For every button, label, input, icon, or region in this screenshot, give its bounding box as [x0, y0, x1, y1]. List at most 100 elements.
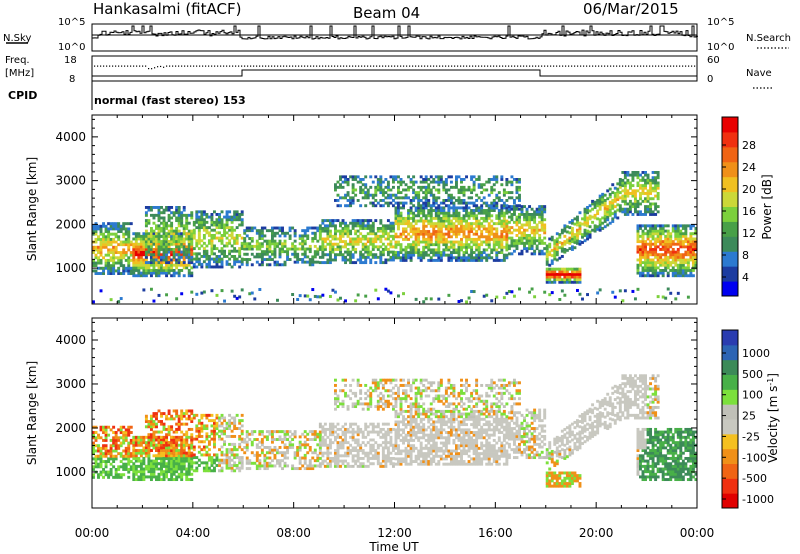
power-cell — [112, 253, 116, 257]
power-cell — [452, 196, 456, 200]
power-cell — [202, 260, 206, 264]
power-cell — [583, 207, 587, 211]
power-cell — [102, 237, 105, 241]
velocity-cell — [175, 451, 179, 455]
power-cell — [611, 191, 615, 195]
power-cell — [558, 233, 562, 237]
power-cell — [439, 240, 443, 244]
power-cell — [656, 255, 660, 259]
power-cell — [170, 229, 174, 233]
power-cell — [475, 222, 479, 226]
power-cell — [442, 180, 446, 184]
power-cell — [117, 261, 121, 265]
power-cell — [543, 226, 547, 230]
power-cell — [502, 258, 506, 262]
velocity-cell — [172, 441, 176, 445]
power-cell — [409, 235, 413, 239]
power-cell — [384, 229, 388, 233]
nave-dots — [94, 65, 696, 70]
power-cell — [205, 228, 209, 232]
power-cell — [422, 251, 426, 254]
velocity-cell — [109, 473, 113, 477]
power-cell — [460, 178, 463, 181]
power-cell — [243, 244, 247, 248]
power-cell — [255, 252, 259, 256]
power-cell — [586, 216, 589, 220]
velocity-cell — [119, 465, 123, 469]
power-cell — [258, 242, 262, 246]
velocity-cell — [127, 460, 131, 463]
power-cell — [167, 232, 171, 236]
power-cell — [351, 191, 355, 195]
power-cell — [515, 228, 519, 232]
power-cell — [334, 290, 337, 294]
power-cell — [371, 204, 375, 208]
power-cell — [646, 271, 650, 275]
power-cell — [129, 272, 133, 275]
power-cell — [452, 216, 456, 220]
power-cell — [225, 213, 229, 216]
nave-dot — [259, 65, 261, 67]
power-cell — [248, 292, 252, 296]
power-cell — [228, 234, 232, 237]
velocity-cell — [147, 459, 151, 463]
power-cell — [117, 243, 121, 247]
velocity-cell — [167, 417, 171, 421]
power-cell — [366, 221, 370, 225]
power-cell — [576, 228, 579, 232]
power-cell — [631, 184, 635, 188]
power-cell — [507, 196, 511, 200]
velocity-cell — [170, 475, 174, 479]
power-cell — [258, 287, 262, 291]
nave-dot — [481, 65, 483, 67]
power-cell — [676, 248, 680, 251]
power-cell — [472, 180, 476, 184]
power-cell — [452, 201, 456, 205]
power-cell — [505, 209, 509, 212]
power-cell — [137, 248, 141, 251]
power-cell — [538, 220, 542, 224]
power-cell — [570, 234, 574, 238]
power-cell — [442, 251, 446, 254]
nave-dot — [523, 65, 525, 67]
power-cell — [374, 175, 378, 179]
power-cell — [437, 209, 441, 212]
power-cell — [341, 240, 345, 244]
nave-dot — [508, 65, 510, 67]
power-cell — [409, 230, 413, 233]
velocity-cell — [139, 478, 143, 482]
power-cell — [215, 265, 219, 269]
power-cell — [576, 215, 579, 219]
velocity-cell — [180, 459, 184, 463]
power-cell — [137, 258, 141, 262]
power-cell — [144, 255, 148, 259]
power-cell — [502, 224, 506, 228]
power-cell — [366, 219, 370, 223]
power-cell — [465, 214, 468, 218]
power-cell — [477, 245, 481, 249]
power-cell — [200, 223, 204, 227]
power-cell — [218, 257, 221, 261]
power-cell — [429, 240, 433, 244]
velocity-cell — [165, 462, 169, 466]
power-cell — [160, 245, 163, 249]
power-cell — [475, 248, 479, 252]
power-cell — [334, 229, 337, 233]
power-cell — [175, 258, 179, 262]
power-cell — [661, 269, 665, 272]
power-cell — [437, 180, 441, 184]
nave-dot — [403, 65, 405, 67]
velocity-cell — [160, 449, 163, 452]
power-cell — [351, 219, 355, 223]
power-cell — [606, 213, 610, 216]
power-cell — [581, 297, 584, 301]
power-cell — [364, 227, 368, 230]
power-cell — [475, 178, 479, 181]
power-cell — [127, 237, 131, 241]
power-cell — [462, 191, 466, 195]
velocity-cell — [160, 472, 163, 476]
power-cell — [124, 251, 128, 254]
power-cell — [351, 242, 355, 246]
power-cell — [142, 288, 146, 292]
